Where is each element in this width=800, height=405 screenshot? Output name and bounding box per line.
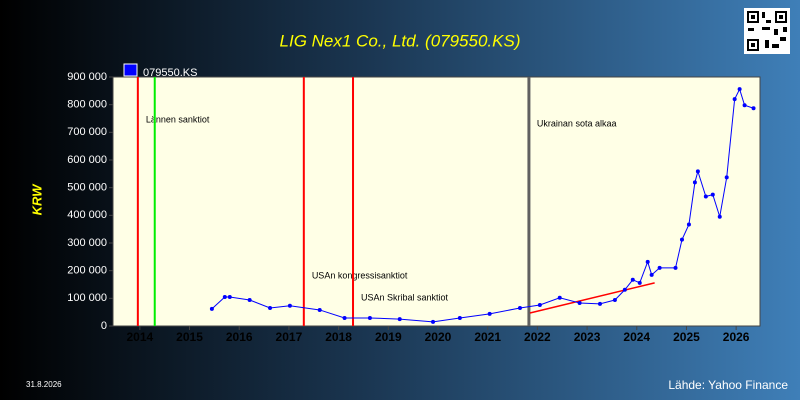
chart-title: LIG Nex1 Co., Ltd. (079550.KS) xyxy=(280,31,521,50)
x-tick-label: 2014 xyxy=(126,330,153,344)
event-label: USAn Skribal sanktiot xyxy=(361,292,449,302)
y-tick-label: 600 000 xyxy=(67,154,107,166)
event-label: Ukrainan sota alkaa xyxy=(537,118,617,128)
y-tick-label: 700 000 xyxy=(67,126,107,138)
data-point xyxy=(367,315,372,320)
x-tick-label: 2025 xyxy=(673,330,700,344)
data-point xyxy=(637,280,642,285)
data-point xyxy=(732,97,737,102)
data-point xyxy=(342,315,347,320)
data-point xyxy=(630,277,635,282)
data-point xyxy=(645,259,650,264)
data-point xyxy=(679,237,684,242)
data-point xyxy=(649,272,654,277)
data-point xyxy=(622,287,627,292)
qr-code xyxy=(744,8,790,54)
data-point xyxy=(287,303,292,308)
data-point xyxy=(268,306,273,311)
legend-swatch xyxy=(123,63,138,77)
data-point xyxy=(397,317,402,322)
y-tick-label: 800 000 xyxy=(67,99,107,111)
x-tick-label: 2018 xyxy=(325,330,352,344)
event-label: USAn kongressisanktiot xyxy=(312,270,408,280)
y-axis-label: KRW xyxy=(29,183,44,216)
data-point xyxy=(517,306,522,311)
data-point xyxy=(703,194,708,199)
data-point xyxy=(431,319,436,324)
data-point xyxy=(717,214,722,219)
y-tick-label: 900 000 xyxy=(67,71,107,83)
data-point xyxy=(742,103,747,108)
data-point xyxy=(222,294,227,299)
source: Lähde: Yahoo Finance xyxy=(668,378,788,392)
data-point xyxy=(597,301,602,306)
x-tick-label: 2026 xyxy=(723,330,750,344)
data-point xyxy=(577,301,582,306)
trend-line xyxy=(529,282,655,314)
x-tick-label: 2015 xyxy=(176,330,203,344)
data-point xyxy=(724,175,729,180)
data-point xyxy=(487,311,492,316)
y-tick-label: 200 000 xyxy=(67,265,107,277)
data-point xyxy=(673,265,678,270)
x-tick-label: 2021 xyxy=(474,330,501,344)
data-point xyxy=(557,295,562,300)
data-point xyxy=(710,192,715,197)
x-tick-label: 2022 xyxy=(524,330,551,344)
data-point xyxy=(695,169,700,174)
x-tick-label: 2019 xyxy=(375,330,402,344)
plot-area xyxy=(112,76,761,327)
x-tick-label: 2023 xyxy=(574,330,601,344)
event-label: Lännen sanktiot xyxy=(146,114,210,124)
x-tick-label: 2017 xyxy=(276,330,303,344)
data-point xyxy=(457,315,462,320)
y-tick-label: 400 000 xyxy=(67,209,107,221)
data-point xyxy=(686,222,691,227)
data-point xyxy=(209,306,214,311)
x-tick-label: 2020 xyxy=(425,330,452,344)
x-tick-label: 2024 xyxy=(623,330,650,344)
data-point xyxy=(317,307,322,312)
data-point xyxy=(247,297,252,302)
y-tick-label: 100 000 xyxy=(67,292,107,304)
data-point xyxy=(657,265,662,270)
data-point xyxy=(751,106,756,111)
date: 31.8.2026 xyxy=(26,380,62,389)
data-point xyxy=(612,297,617,302)
legend-label: 079550.KS xyxy=(143,67,197,79)
y-tick-label: 500 000 xyxy=(67,182,107,194)
y-tick-label: 300 000 xyxy=(67,237,107,249)
data-point xyxy=(227,294,232,299)
x-tick-label: 2016 xyxy=(226,330,253,344)
data-point xyxy=(537,302,542,307)
data-point xyxy=(692,180,697,185)
data-point xyxy=(737,87,742,92)
y-tick-label: 0 xyxy=(101,320,107,332)
